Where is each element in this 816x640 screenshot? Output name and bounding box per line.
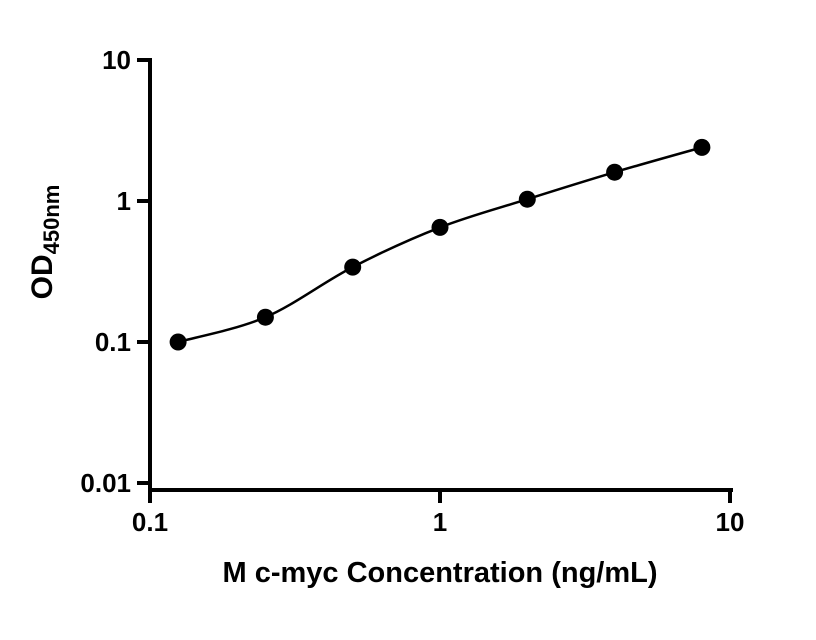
data-point <box>256 308 274 326</box>
x-tick-label: 10 <box>716 507 745 537</box>
y-tick-label: 0.1 <box>95 327 131 357</box>
data-point <box>606 163 624 181</box>
y-axis-title-main: OD <box>26 254 59 299</box>
y-tick-label: 0.01 <box>80 468 131 498</box>
y-axis-title: OD450nm <box>26 185 64 300</box>
data-point <box>344 258 362 276</box>
y-axis-title-subscript: 450nm <box>39 185 64 255</box>
x-tick-label: 1 <box>433 507 447 537</box>
x-axis-title: M c-myc Concentration (ng/mL) <box>222 557 657 589</box>
data-point <box>518 190 536 208</box>
data-point <box>431 218 449 236</box>
data-point <box>169 333 187 351</box>
y-tick-label: 10 <box>102 45 131 75</box>
data-point <box>693 138 711 156</box>
fit-curve <box>177 146 703 344</box>
y-tick-label: 1 <box>117 186 131 216</box>
x-tick-label: 0.1 <box>132 507 168 537</box>
